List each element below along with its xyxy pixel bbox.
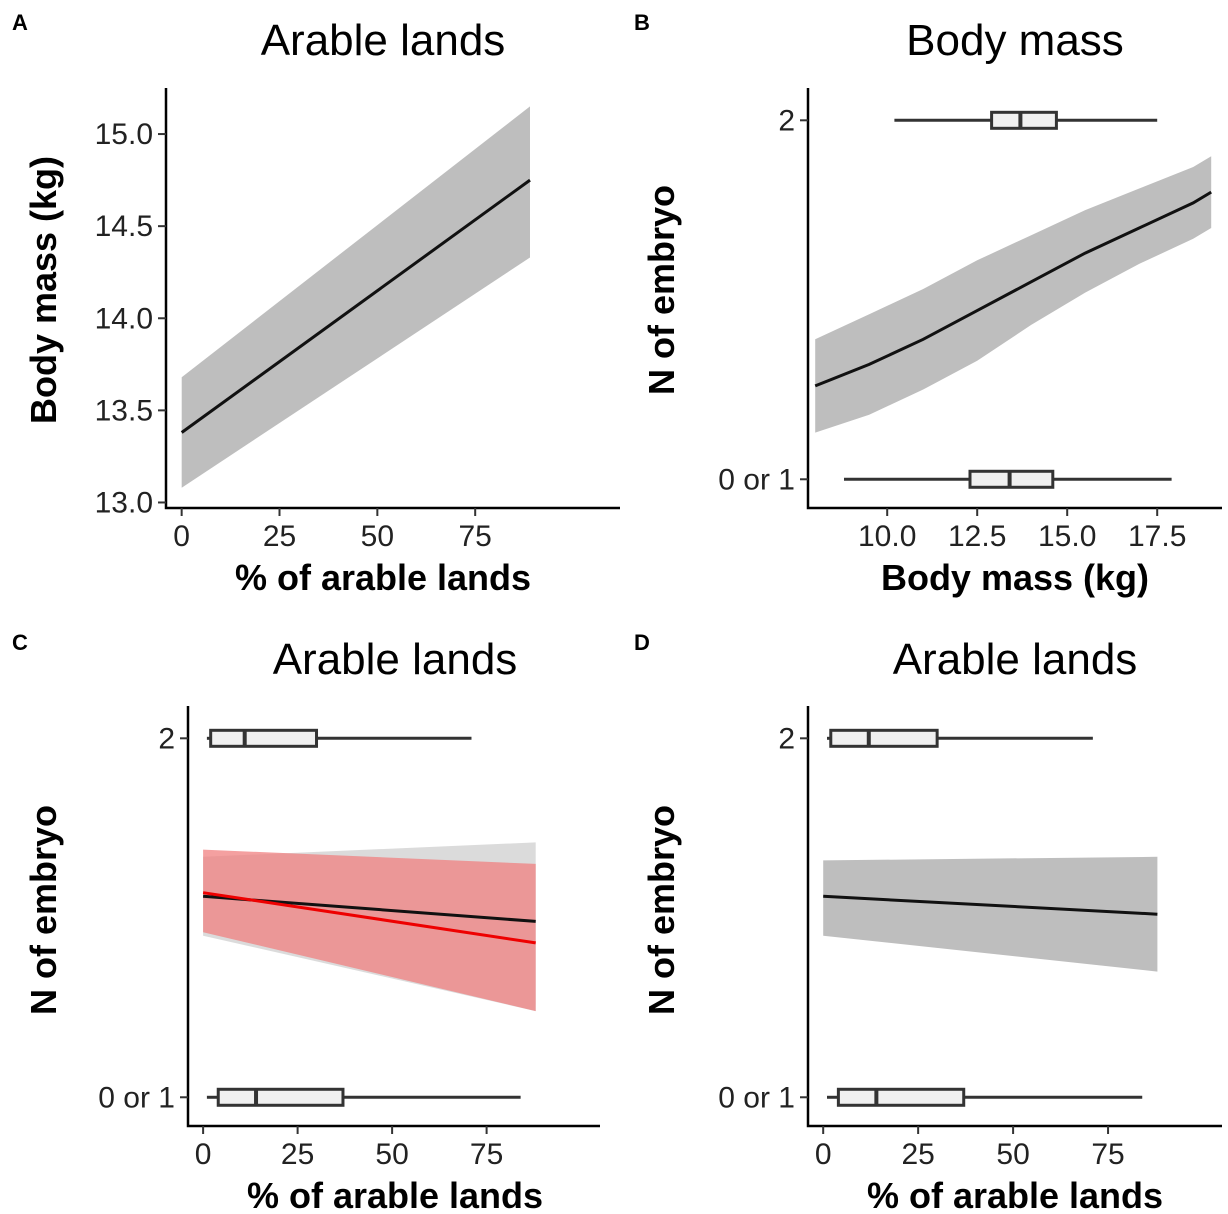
x-tick-label: 0 [195, 1138, 212, 1171]
panel-letter: D [634, 630, 650, 655]
y-tick-label: 13.0 [95, 486, 153, 519]
x-tick-label: 10.0 [858, 520, 916, 553]
panel-a: A Arable lands % of arable lands Body ma… [12, 10, 620, 598]
y-tick-label: 2 [778, 722, 795, 755]
boxplot-zero-or-one [844, 469, 1172, 489]
boxplot-zero-or-one [206, 1087, 521, 1107]
boxplot-zero-or-one [826, 1087, 1143, 1107]
panel-title: Arable lands [893, 635, 1138, 684]
y-tick-label: 2 [158, 722, 175, 755]
x-tick-label: 12.5 [948, 520, 1006, 553]
y-tick-label: 14.0 [95, 302, 153, 335]
y-tick-label: 0 or 1 [718, 1081, 795, 1114]
y-tick-label: 15.0 [95, 118, 153, 151]
x-tick-label: 0 [173, 520, 190, 553]
y-axis-title: N of embryo [23, 805, 64, 1015]
y-tick-label: 0 or 1 [718, 463, 795, 496]
x-axis-title: % of arable lands [235, 557, 531, 598]
plot-area [180, 106, 531, 488]
axis-lines [806, 88, 1222, 510]
y-axis-title: Body mass (kg) [23, 156, 64, 424]
axis-lines [164, 88, 620, 510]
confidence-ribbon-1 [815, 156, 1212, 433]
boxplot-box [829, 728, 939, 748]
x-tick-label: 15.0 [1038, 520, 1096, 553]
axis-lines [806, 706, 1222, 1128]
axis-lines [186, 706, 600, 1128]
x-axis-title: % of arable lands [867, 1175, 1163, 1214]
boxplot-box [216, 1087, 345, 1107]
fit-line-1 [823, 894, 1158, 916]
fit-line-1 [814, 190, 1212, 388]
boxplot-box [990, 110, 1058, 130]
boxplot-two [206, 728, 472, 748]
boxplot-box [209, 728, 319, 748]
fit-line-2 [202, 891, 536, 945]
fit-line-1 [180, 178, 531, 434]
panel-letter: C [12, 630, 28, 655]
x-axis-title: Body mass (kg) [881, 557, 1149, 598]
plot-area [823, 728, 1158, 1107]
panel-letter: B [634, 10, 650, 35]
y-tick-label: 14.5 [95, 210, 153, 243]
x-tick-label: 17.5 [1128, 520, 1186, 553]
y-axis-title: N of embryo [641, 805, 682, 1015]
x-tick-label: 75 [470, 1138, 503, 1171]
panel-title: Body mass [906, 16, 1124, 65]
x-tick-label: 75 [1091, 1138, 1124, 1171]
x-axis-title: % of arable lands [247, 1175, 543, 1214]
boxplot-box [836, 1087, 966, 1107]
confidence-ribbon-1 [181, 106, 530, 488]
x-tick-label: 25 [263, 520, 296, 553]
x-tick-label: 50 [375, 1138, 408, 1171]
confidence-ribbon-1 [823, 856, 1158, 972]
x-tick-label: 50 [361, 520, 394, 553]
panel-b: B Body mass Body mass (kg) N of embryo 1… [634, 10, 1222, 598]
panel-c: C Arable lands % of arable lands N of em… [12, 630, 600, 1214]
y-tick-label: 13.5 [95, 394, 153, 427]
panel-d: D Arable lands % of arable lands N of em… [634, 630, 1222, 1214]
panel-title: Arable lands [273, 635, 518, 684]
plot-area [814, 110, 1212, 489]
boxplot-two [826, 728, 1093, 748]
x-tick-label: 25 [281, 1138, 314, 1171]
x-tick-label: 50 [996, 1138, 1029, 1171]
x-tick-label: 75 [459, 520, 492, 553]
boxplot-two [894, 110, 1158, 130]
x-tick-label: 25 [901, 1138, 934, 1171]
y-tick-label: 0 or 1 [98, 1081, 175, 1114]
panel-letter: A [12, 10, 28, 35]
panel-title: Arable lands [261, 16, 506, 65]
x-tick-label: 0 [815, 1138, 832, 1171]
plot-area [202, 728, 536, 1107]
y-axis-title: N of embryo [641, 185, 682, 395]
confidence-ribbon-2 [203, 849, 536, 1012]
y-tick-label: 2 [778, 104, 795, 137]
